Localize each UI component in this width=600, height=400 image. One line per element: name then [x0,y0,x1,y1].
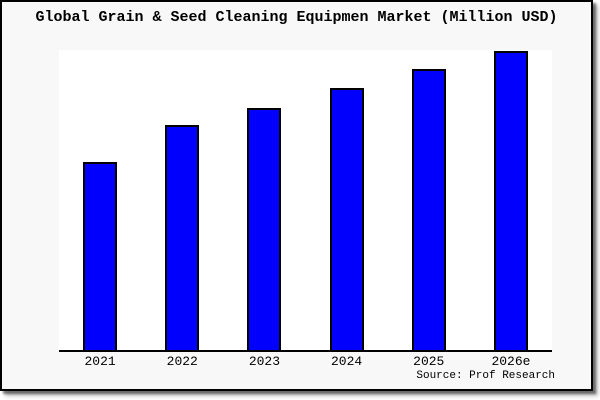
bars-row [59,50,552,350]
bar-2026e [493,50,528,350]
chart-title: Global Grain & Seed Cleaning Equipmen Ma… [35,9,558,26]
plot-area [59,50,552,352]
x-tick-label-2026e: 2026e [491,354,531,369]
x-tick-label-2024: 2024 [330,354,363,369]
bar-2025 [411,68,446,350]
x-tick-label-2021: 2021 [84,354,116,369]
source-label: Source: Prof Research [416,370,555,382]
bar-column-2021 [59,50,141,350]
bar-column-2024 [306,50,388,350]
bar-column-2026e [470,50,552,350]
x-tick-label-2025: 2025 [413,354,445,369]
x-axis-labels: 2021 2022 2023 2024 2025 2026e [59,354,552,370]
chart-frame: Global Grain & Seed Cleaning Equipmen Ma… [0,0,593,391]
bar-2021 [83,161,118,350]
bar-2022 [165,125,200,350]
bar-column-2023 [223,50,305,350]
x-tick-label-2023: 2023 [248,354,281,369]
bar-column-2025 [388,50,470,350]
bar-2024 [329,88,364,350]
bar-2023 [247,107,282,350]
bar-column-2022 [141,50,223,350]
x-tick-label-2022: 2022 [166,354,198,369]
